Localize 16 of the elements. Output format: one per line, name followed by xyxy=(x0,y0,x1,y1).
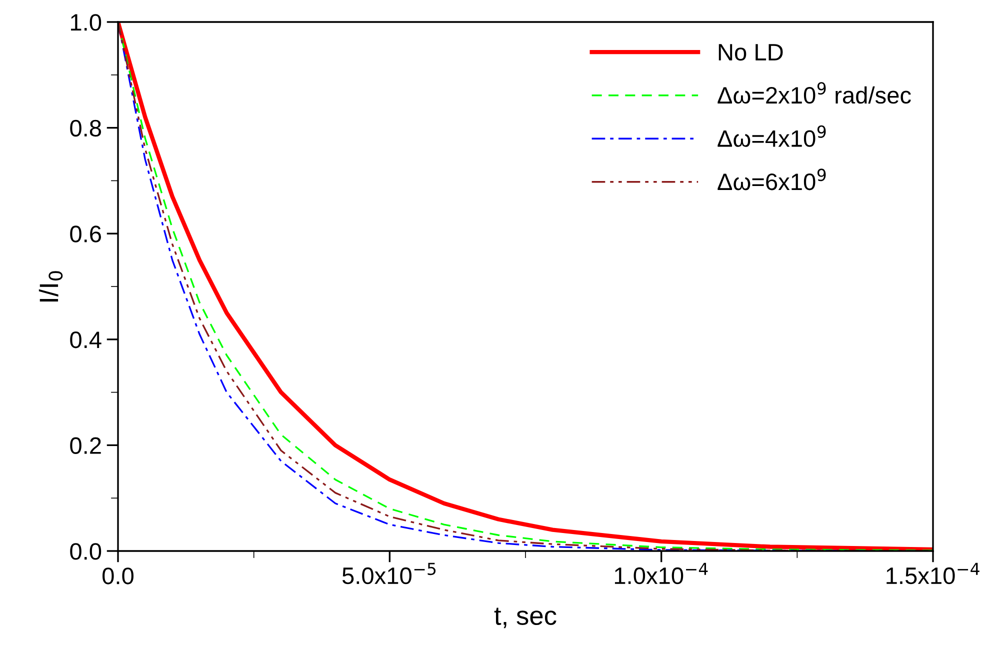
x-tick-label: 1.0x10$^{−4}$ xyxy=(614,562,708,584)
x-axis-title: t, sec xyxy=(494,608,556,628)
x-tick-label: 0.0 xyxy=(102,568,134,584)
y-tick-label: 1.0 xyxy=(71,14,102,31)
legend-label: Δω=2x10$^{9}$ rad/sec xyxy=(718,82,911,104)
legend-label: Δω=6x10$^{9}$ xyxy=(718,168,826,190)
legend-label: No LD xyxy=(718,44,783,61)
legend-label: Δω=4x10$^{9}$ xyxy=(718,125,826,147)
y-tick-label: 0.4 xyxy=(70,331,102,348)
x-tick-label: 1.5x10$^{−4}$ xyxy=(886,562,980,584)
y-axis-title: I/I$_{0}$ xyxy=(38,271,63,302)
y-tick-label: 0.8 xyxy=(70,120,102,137)
y-tick-label: 0.2 xyxy=(70,437,101,454)
x-tick-label: 5.0x10$^{−5}$ xyxy=(342,562,436,584)
y-tick-label: 0.0 xyxy=(70,543,102,560)
y-tick-label: 0.6 xyxy=(70,226,101,242)
